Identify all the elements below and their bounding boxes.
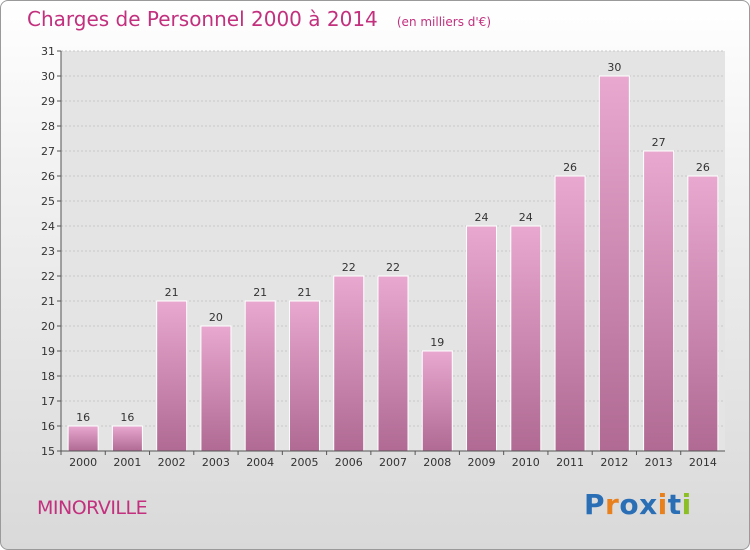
data-label: 22 — [342, 261, 356, 274]
bar-2002 — [156, 300, 188, 452]
data-label: 22 — [386, 261, 400, 274]
city-name: MINORVILLE — [37, 497, 148, 519]
y-tick-label: 25 — [41, 195, 55, 208]
x-tick-label: 2002 — [158, 456, 186, 469]
bar-2010 — [510, 225, 542, 452]
chart-subtitle: (en milliers d'€) — [396, 15, 491, 29]
bar-2000 — [67, 425, 99, 452]
x-tick-label: 2014 — [689, 456, 717, 469]
bar-2011 — [554, 175, 586, 452]
x-tick-label: 2004 — [246, 456, 274, 469]
x-tick-label: 2001 — [113, 456, 141, 469]
y-tick-label: 23 — [41, 245, 55, 258]
x-tick-label: 2005 — [290, 456, 318, 469]
data-label: 19 — [430, 336, 444, 349]
x-tick-label: 2012 — [600, 456, 628, 469]
chart-title: Charges de Personnel 2000 à 2014 — [27, 7, 378, 31]
bar-2005 — [288, 300, 320, 452]
y-tick-label: 22 — [41, 270, 55, 283]
data-label: 20 — [209, 311, 223, 324]
bar-2007 — [377, 275, 409, 452]
y-tick-label: 31 — [41, 45, 55, 58]
y-tick-label: 24 — [41, 220, 55, 233]
y-tick-label: 16 — [41, 420, 55, 433]
y-tick-label: 30 — [41, 70, 55, 83]
logo-letter: x — [639, 488, 658, 521]
y-tick-label: 18 — [41, 370, 55, 383]
logo-letter: t — [667, 488, 682, 521]
data-label: 21 — [297, 286, 311, 299]
bar-2014 — [687, 175, 719, 452]
y-tick-labels: 15 16 17 18 19 20 21 22 23 24 25 26 27 28 29 30 31 — [41, 45, 61, 458]
x-tick-label: 2003 — [202, 456, 230, 469]
logo-letter: i — [657, 488, 668, 521]
y-tick-label: 28 — [41, 120, 55, 133]
bar-2009 — [466, 225, 498, 452]
y-tick-label: 27 — [41, 145, 55, 158]
logo-letter: P — [584, 488, 606, 521]
bar-2013 — [643, 150, 675, 452]
x-tick-label: 2000 — [69, 456, 97, 469]
data-label: 16 — [76, 411, 90, 424]
y-tick-label: 19 — [41, 345, 55, 358]
bars — [67, 75, 719, 452]
bar-2008 — [421, 350, 453, 452]
y-tick-label: 17 — [41, 395, 55, 408]
x-tick-label: 2010 — [512, 456, 540, 469]
bar-2012 — [598, 75, 630, 452]
proxiti-logo[interactable]: Proxiti — [584, 488, 692, 521]
data-label: 21 — [253, 286, 267, 299]
data-label: 26 — [696, 161, 710, 174]
data-labels: 16 16 21 20 21 21 22 22 19 24 24 26 30 27 26 — [76, 61, 710, 424]
y-tick-label: 15 — [41, 445, 55, 458]
data-label: 27 — [652, 136, 666, 149]
data-label: 26 — [563, 161, 577, 174]
bar-2001 — [111, 425, 143, 452]
data-label: 16 — [120, 411, 134, 424]
bar-2006 — [333, 275, 365, 452]
data-label: 21 — [165, 286, 179, 299]
y-tick-label: 20 — [41, 320, 55, 333]
x-tick-label: 2008 — [423, 456, 451, 469]
bar-2003 — [200, 325, 232, 452]
data-label: 30 — [607, 61, 621, 74]
x-tick-label: 2013 — [645, 456, 673, 469]
title-row: Charges de Personnel 2000 à 2014 (en mil… — [27, 7, 491, 31]
logo-letter: i — [681, 488, 692, 521]
x-tick-label: 2006 — [335, 456, 363, 469]
x-tick-labels: 2000 2001 2002 2003 2004 2005 2006 2007 2008 2009… — [60, 451, 717, 469]
data-label: 24 — [519, 211, 533, 224]
y-tick-label: 21 — [41, 295, 55, 308]
x-tick-label: 2011 — [556, 456, 584, 469]
x-tick-label: 2007 — [379, 456, 407, 469]
x-tick-label: 2009 — [468, 456, 496, 469]
logo-letter: r — [605, 488, 620, 521]
data-label: 24 — [475, 211, 489, 224]
bar-2004 — [244, 300, 276, 452]
logo-letter: o — [619, 488, 640, 521]
y-tick-label: 26 — [41, 170, 55, 183]
y-tick-label: 29 — [41, 95, 55, 108]
